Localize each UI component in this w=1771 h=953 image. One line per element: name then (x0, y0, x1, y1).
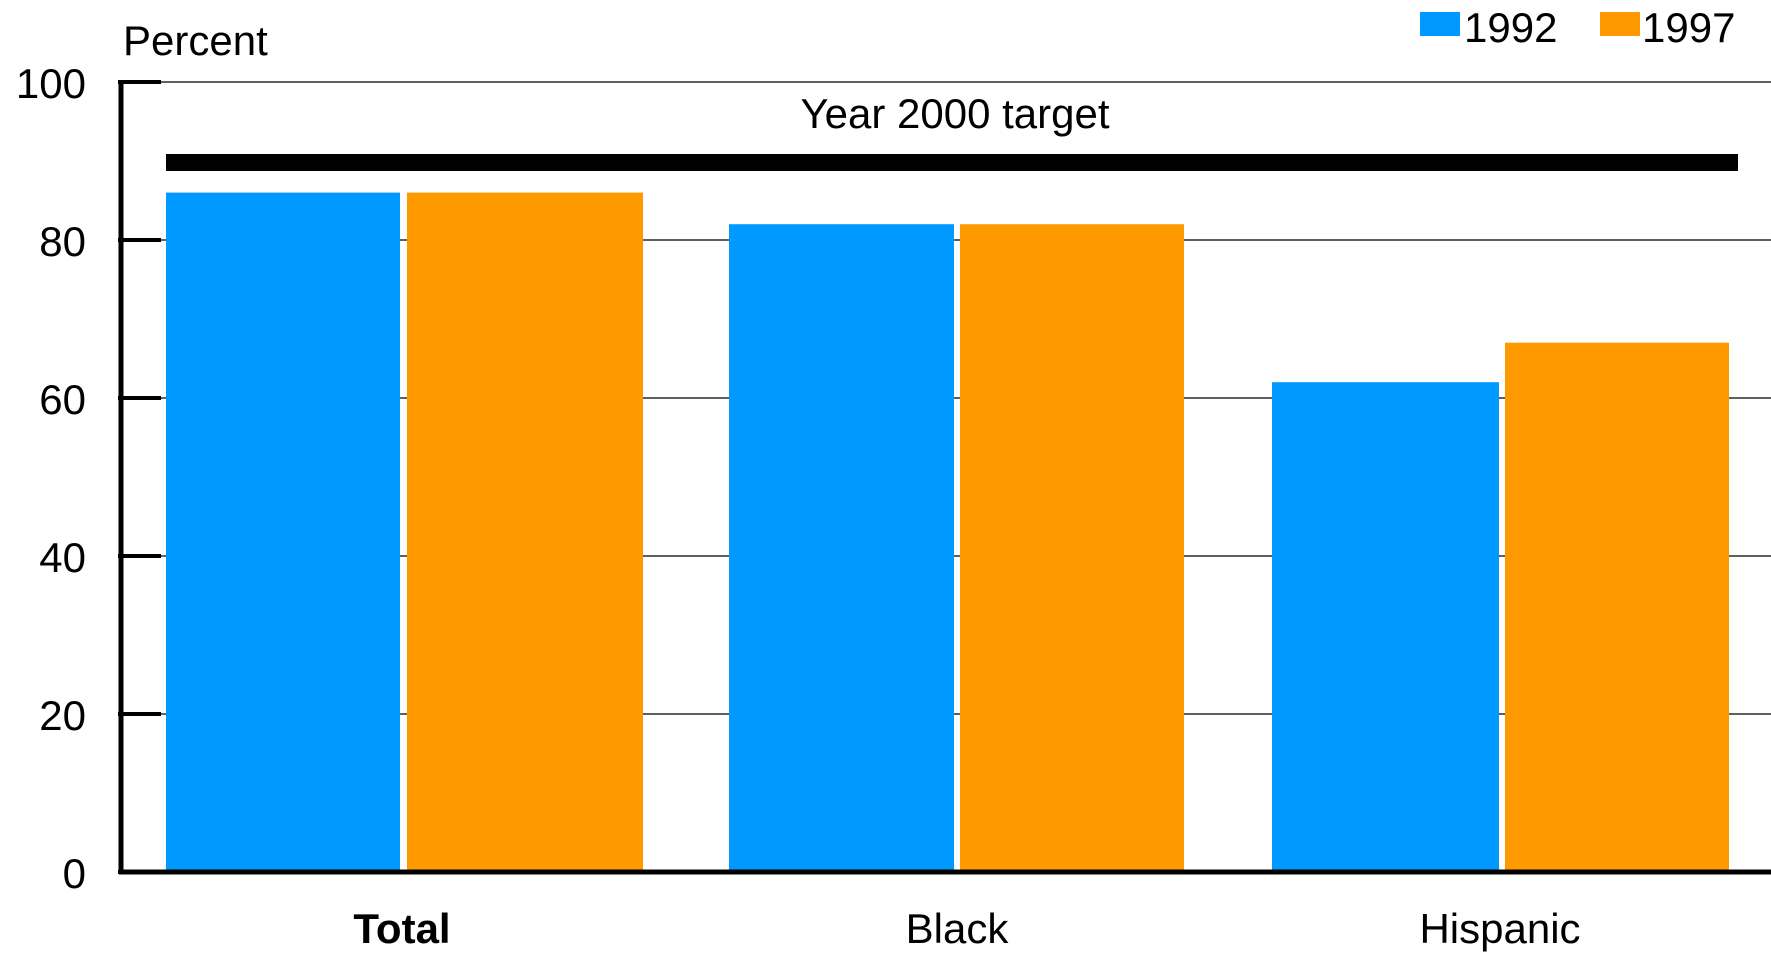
y-tick-label: 40 (39, 534, 86, 581)
legend: 1992 1997 (1420, 4, 1735, 51)
bar (166, 192, 400, 871)
y-tick-label: 80 (39, 218, 86, 265)
legend-swatch (1600, 12, 1640, 36)
y-tick-label: 20 (39, 692, 86, 739)
legend-label: 1997 (1642, 4, 1735, 51)
y-tick-label: 100 (16, 60, 86, 107)
target-line (166, 154, 1738, 171)
x-category-labels: Total Black Hispanic (353, 905, 1580, 952)
bar (1272, 382, 1499, 870)
target-label: Year 2000 target (800, 90, 1109, 137)
bar (729, 224, 954, 870)
x-category-label: Black (906, 905, 1010, 952)
target-line-group: Year 2000 target (166, 90, 1738, 171)
bars (166, 192, 1729, 871)
y-tick-label: 0 (63, 850, 86, 897)
y-ticks: 0 20 40 60 80 100 (16, 60, 161, 897)
legend-swatch (1420, 12, 1460, 36)
bar (1505, 342, 1729, 870)
y-tick-label: 60 (39, 376, 86, 423)
bar (960, 224, 1184, 870)
bar (407, 192, 643, 871)
x-category-label: Hispanic (1419, 905, 1580, 952)
y-axis-title: Percent (123, 17, 268, 64)
axes (118, 80, 1771, 875)
x-category-label: Total (353, 905, 450, 952)
legend-label: 1992 (1464, 4, 1557, 51)
